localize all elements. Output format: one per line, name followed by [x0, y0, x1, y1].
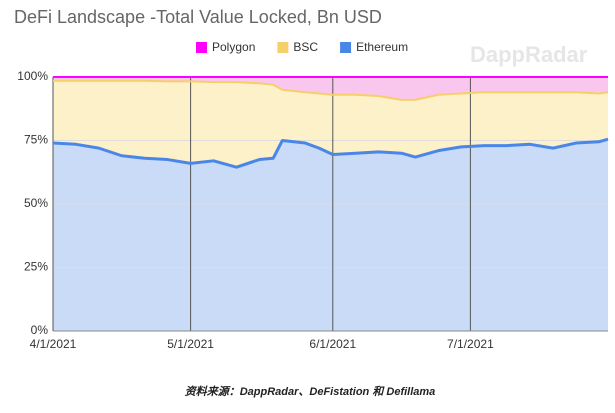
legend-swatch [196, 42, 207, 53]
y-tick-label: 25% [24, 260, 48, 274]
legend-label: Ethereum [356, 40, 408, 54]
caption: 资料来源：DappRadar、DeFistation 和 Defillama [185, 385, 436, 398]
watermark: DappRadar [470, 42, 588, 67]
y-tick-label: 50% [24, 196, 48, 210]
area-fill [53, 77, 608, 100]
area-fill [53, 139, 608, 331]
chart-title: DeFi Landscape -Total Value Locked, Bn U… [14, 7, 382, 27]
legend-swatch [277, 42, 289, 53]
legend-label: Polygon [212, 40, 255, 54]
legend-label: BSC [293, 40, 318, 54]
x-tick-label: 6/1/2021 [309, 337, 356, 351]
series-line [53, 79, 609, 101]
series-line [52, 137, 609, 169]
x-tick-label: 7/1/2021 [447, 337, 494, 351]
legend-swatch [340, 42, 352, 53]
y-tick-label: 0% [31, 323, 49, 337]
x-tick-label: 4/1/2021 [30, 337, 77, 351]
x-tick-label: 5/1/2021 [167, 337, 214, 351]
y-tick-label: 100% [17, 69, 48, 83]
y-tick-label: 75% [24, 133, 48, 147]
